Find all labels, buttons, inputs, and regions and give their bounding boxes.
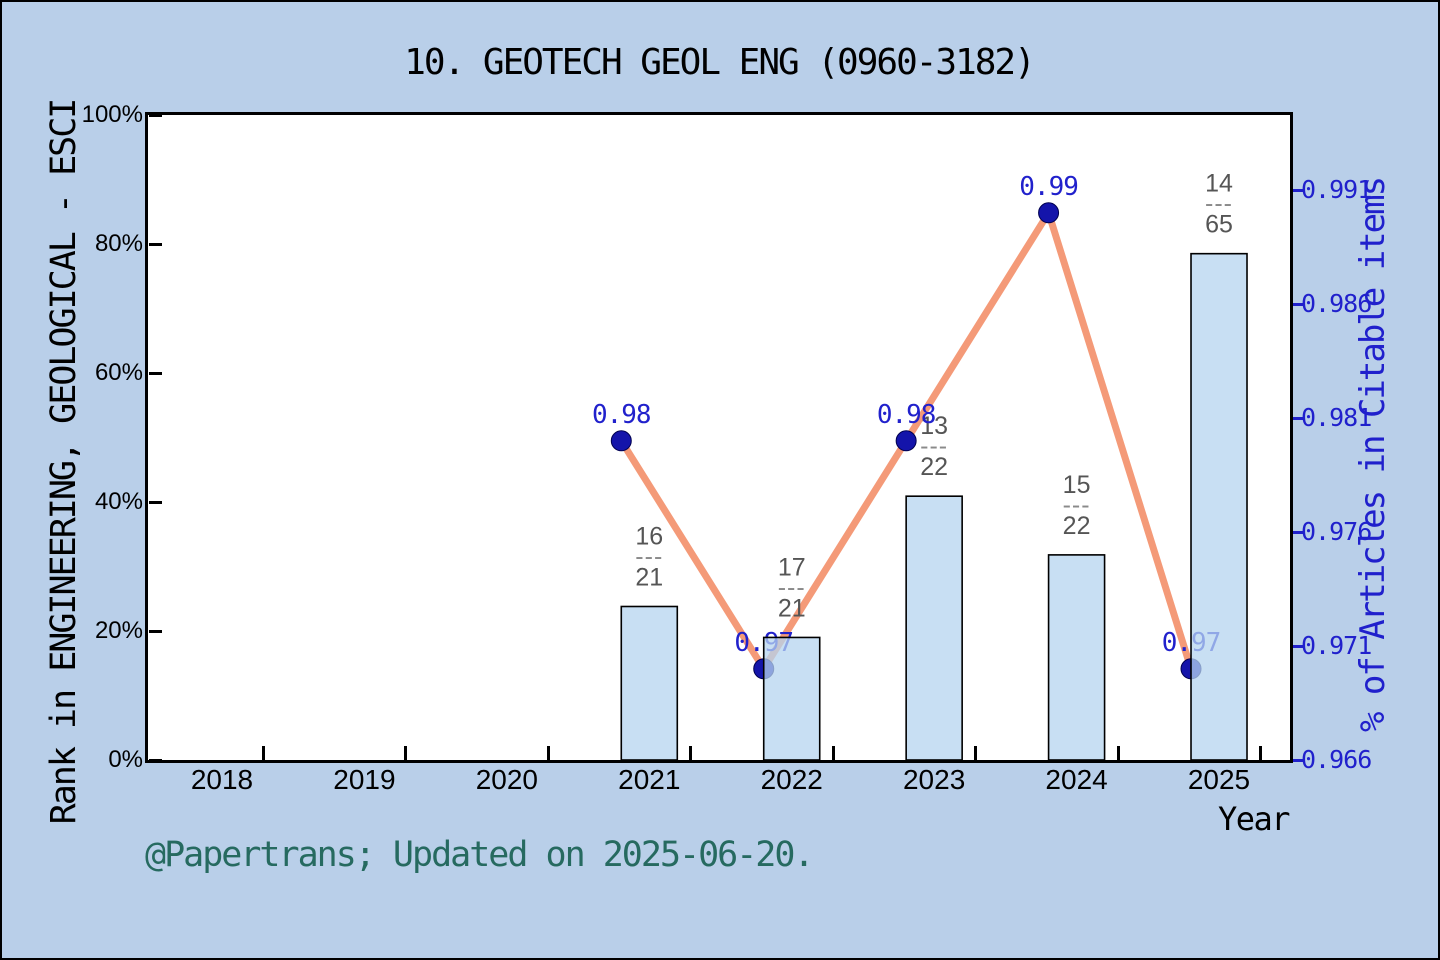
right-tick-mark	[1293, 303, 1304, 306]
fraction-text: 22	[920, 453, 948, 481]
fraction-text: 22	[1063, 512, 1091, 540]
x-tick-label: 2024	[1045, 764, 1108, 795]
right-tick-mark	[1293, 759, 1304, 762]
x-tick-label: 2025	[1187, 764, 1251, 795]
plot-area: 16 --- 21 17 --- 21 13 --- 22 15 --- 22 14 --- 65 0.98 0…	[145, 112, 1293, 763]
line-point-2023	[895, 430, 917, 452]
fraction-text: ---	[920, 432, 948, 460]
right-axis-title: % of Articles in Citable items	[1353, 177, 1393, 733]
right-tick-mark	[1293, 645, 1304, 648]
fraction-text: 16	[635, 522, 663, 550]
footer-note: @Papertrans; Updated on 2025-06-20.	[145, 835, 815, 875]
x-tick-label: 2021	[618, 764, 681, 795]
bar-2024	[1047, 554, 1106, 760]
fraction-label-2022: 17---21	[778, 553, 806, 622]
fraction-text: ---	[778, 573, 806, 601]
fraction-text: ---	[1205, 190, 1233, 218]
fraction-label-2023: 13---22	[920, 412, 948, 481]
value-label-2021: 0.98	[592, 400, 651, 430]
fraction-text: 14	[1205, 170, 1233, 198]
fraction-label-2024: 15---22	[1063, 471, 1091, 540]
x-tick-label: 2020	[475, 764, 538, 795]
fraction-label-2025: 14---65	[1205, 170, 1233, 239]
line-point-2024	[1038, 202, 1060, 224]
fraction-text: ---	[1063, 491, 1091, 519]
line-point-2021	[610, 430, 632, 452]
value-label-2023: 0.98	[877, 400, 936, 430]
right-tick-mark	[1293, 531, 1304, 534]
x-axis-title: Year	[1218, 800, 1291, 838]
x-tick-label: 2022	[760, 764, 823, 795]
bar-2022	[762, 636, 821, 760]
bar-2025	[1190, 252, 1248, 760]
fraction-text: 17	[778, 553, 806, 581]
x-tick-label: 2023	[902, 764, 966, 795]
bar-2021	[620, 605, 679, 760]
fraction-text: 21	[635, 563, 663, 591]
fraction-text: 21	[778, 594, 806, 622]
fraction-text: 13	[920, 412, 948, 440]
fraction-text: ---	[635, 542, 663, 570]
right-tick-mark	[1293, 189, 1304, 192]
fraction-label-2021: 16---21	[635, 522, 663, 591]
value-label-2024: 0.99	[1019, 172, 1078, 202]
x-tick-label: 2019	[333, 764, 396, 795]
fraction-text: 65	[1205, 211, 1233, 239]
left-axis-title: Rank in ENGINEERING, GEOLOGICAL - ESCI	[44, 99, 84, 825]
bar-2023	[905, 495, 963, 760]
chart-title: 10. GEOTECH GEOL ENG (0960-3182)	[404, 42, 1036, 83]
x-tick-label: 2018	[190, 764, 254, 795]
fraction-text: 15	[1063, 471, 1091, 499]
right-tick-mark	[1293, 417, 1304, 420]
